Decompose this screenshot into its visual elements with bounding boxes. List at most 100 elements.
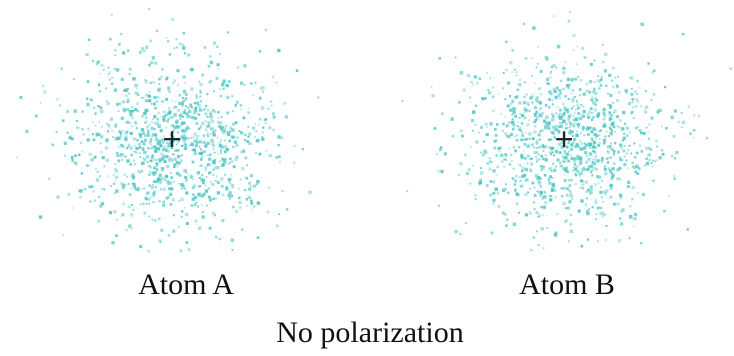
electron-dot [513,146,515,148]
electron-dot [619,144,621,146]
electron-dot [674,157,676,159]
electron-dot [199,165,201,167]
electron-dot [603,142,606,145]
electron-dot [607,157,609,159]
electron-dot [175,101,177,103]
electron-dot [570,214,572,216]
electron-dot [221,116,223,118]
electron-dot [500,113,502,115]
electron-dot [148,8,150,10]
electron-dot [431,86,433,88]
electron-dot [512,177,515,180]
electron-dot [152,184,154,186]
electron-dot [559,92,561,94]
electron-dot [486,133,489,136]
electron-dot [612,121,615,124]
electron-dot [632,102,634,104]
electron-dot [223,129,225,131]
electron-dot [620,146,623,149]
electron-dot [549,76,551,78]
electron-dot [128,183,130,185]
electron-dot [209,113,212,116]
electron-dot [651,162,653,164]
electron-dot [406,190,408,192]
electron-dot [215,180,217,182]
electron-dot [101,188,103,190]
electron-dot [98,83,100,85]
electron-dot [156,122,159,125]
electron-dot [147,133,150,136]
electron-dot [242,150,245,153]
electron-dot [662,153,665,156]
electron-dot [125,184,127,186]
electron-dot [171,18,174,21]
electron-dot [86,53,89,56]
electron-dot [543,146,545,148]
electron-dot [138,133,141,136]
electron-dot [235,105,237,107]
electron-dot [536,96,539,99]
electron-dot [540,178,542,180]
electron-dot [150,40,153,43]
electron-dot [166,37,168,39]
electron-dot [693,129,695,131]
electron-dot [595,162,597,164]
electron-dot [92,60,94,62]
electron-dot [578,157,581,160]
electron-dot [177,162,180,165]
electron-dot [475,140,478,143]
electron-dot [609,170,612,173]
electron-dot [199,177,201,179]
electron-dot [588,190,591,193]
electron-dot [600,84,602,86]
electron-dot [552,103,554,105]
electron-dot [613,203,616,206]
electron-dot [578,127,580,129]
electron-dot [503,123,505,125]
electron-dot [455,57,457,59]
electron-dot [117,137,120,140]
electron-dot [647,154,650,157]
electron-dot [523,103,525,105]
electron-dot [222,82,224,84]
electron-dot [560,187,562,189]
electron-dot [151,127,154,130]
electron-dot [192,161,195,164]
electron-dot [431,94,434,97]
electron-dot [221,185,224,188]
electron-dot [176,172,179,175]
electron-dot [523,23,525,25]
electron-dot [601,196,603,198]
electron-dot [506,124,509,127]
electron-dot [502,130,504,132]
electron-dot [155,134,158,137]
electron-dot [492,96,495,99]
electron-dot [200,101,202,103]
electron-dot [160,229,163,232]
electron-dot [208,65,211,68]
electron-dot [232,249,234,251]
electron-dot [547,83,550,86]
electron-dot [602,201,604,203]
electron-dot [579,174,582,177]
electron-dot [129,68,132,71]
electron-dot [620,222,623,225]
electron-dot [259,153,262,156]
electron-dot [96,133,99,136]
electron-dot [210,128,212,130]
electron-dot [153,167,156,170]
electron-dot [194,204,196,206]
electron-dot [265,122,267,124]
electron-dot [186,115,189,118]
electron-dot [183,76,186,79]
electron-dot [504,98,506,100]
electron-dot [211,139,213,141]
electron-dot [548,182,551,185]
electron-dot [204,46,207,49]
electron-dot [80,190,83,193]
electron-dot [569,184,571,186]
electron-dot [272,76,275,79]
electron-dot [178,200,180,202]
electron-dot [111,83,113,85]
electron-dot [438,205,440,207]
